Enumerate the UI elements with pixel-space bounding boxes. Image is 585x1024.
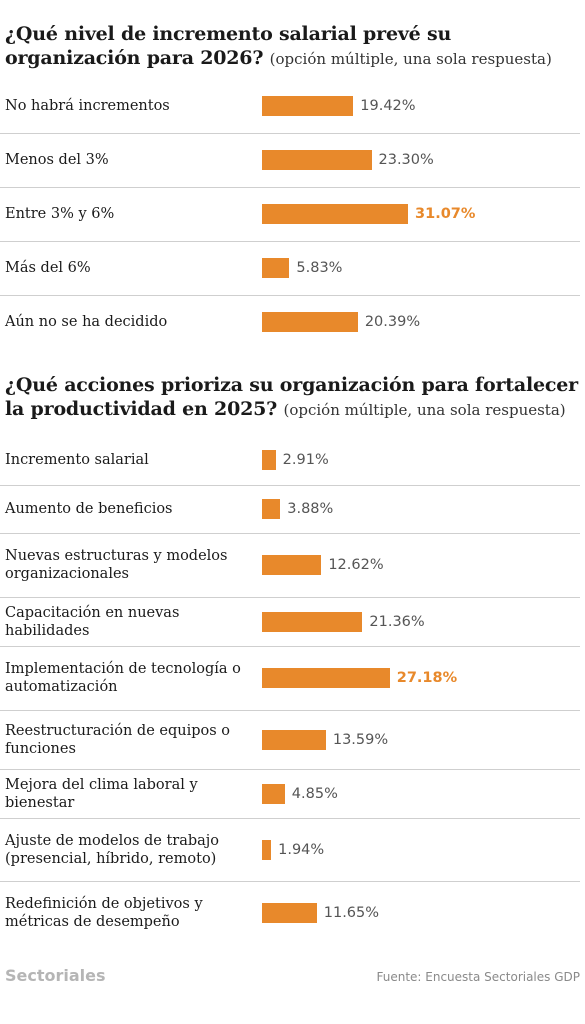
row-divider — [0, 769, 580, 770]
bar-row: Incremento salarial 2.91% — [0, 435, 580, 485]
category-label: Redefinición de objetivos y métricas de … — [5, 896, 203, 930]
value-label: 20.39% — [364, 314, 421, 330]
value-label: 4.85% — [291, 785, 338, 802]
value-label: 13.59% — [332, 731, 389, 748]
bar-row: Implementación de tecnología o automatiz… — [0, 646, 580, 710]
value-label: 12.62% — [328, 557, 384, 573]
bar — [262, 783, 285, 804]
category-label: Mejora del clima laboral y bienestar — [5, 776, 198, 811]
value-label: 3.88% — [287, 501, 334, 517]
row-divider — [0, 881, 580, 882]
row-divider — [0, 187, 580, 188]
value-label: 23.30% — [378, 152, 434, 168]
bar-row: Capacitación en nuevas habilidades 21.36% — [0, 597, 580, 646]
value-label: 27.18% — [396, 670, 458, 686]
value-label: 11.65% — [323, 905, 380, 921]
bar — [262, 450, 276, 470]
bar-row: Entre 3% y 6% 31.07% — [0, 187, 580, 241]
category-label: Capacitación en nuevas habilidades — [5, 604, 180, 639]
bar-row: Mejora del clima laboral y bienestar 4.85… — [0, 769, 580, 818]
bar-row: Ajuste de modelos de trabajo (presencial… — [0, 818, 580, 881]
category-label: Incremento salarial — [5, 452, 149, 468]
value-label: 19.42% — [360, 98, 416, 114]
row-divider — [0, 818, 580, 819]
value-label: 1.94% — [278, 841, 325, 858]
row-divider — [0, 597, 580, 598]
category-label: Nuevas estructuras y modelos organizacio… — [5, 548, 228, 582]
value-label: 2.91% — [282, 452, 329, 468]
category-label: Entre 3% y 6% — [5, 206, 115, 222]
row-divider — [0, 485, 580, 486]
bar-row: Aumento de beneficios 3.88% — [0, 485, 580, 533]
title-text: ¿Qué nivel de incremento salarial prevé … — [5, 23, 452, 69]
category-label: No habrá incrementos — [5, 98, 170, 114]
row-divider — [0, 710, 580, 711]
category-label: Reestructuración de equipos o funciones — [5, 722, 231, 757]
bar — [262, 258, 290, 278]
row-divider — [0, 241, 580, 242]
chart-subtitle: (opción múltiple, una sola respuesta) — [269, 50, 552, 68]
bar — [262, 555, 322, 575]
bar — [262, 96, 354, 116]
bar-row: Redefinición de objetivos y métricas de … — [0, 881, 580, 945]
title-text: ¿Qué acciones prioriza su organización p… — [5, 374, 578, 420]
row-divider — [0, 133, 580, 134]
row-divider — [0, 646, 580, 647]
category-label: Aún no se ha decidido — [5, 314, 168, 330]
category-label: Menos del 3% — [5, 152, 109, 168]
brand-logo: Sectoriales — [5, 966, 106, 985]
bar — [262, 839, 272, 860]
bar — [262, 668, 390, 688]
bar — [262, 499, 281, 519]
bar — [262, 204, 409, 224]
bar-row: Más del 6% 5.83% — [0, 241, 580, 295]
bar-row: Nuevas estructuras y modelos organizacio… — [0, 533, 580, 597]
bar — [262, 611, 363, 632]
category-label: Aumento de beneficios — [5, 501, 173, 517]
value-label: 21.36% — [369, 613, 425, 630]
row-divider — [0, 533, 580, 534]
bar — [262, 312, 358, 332]
source-note: Fuente: Encuesta Sectoriales GDP — [376, 970, 580, 984]
row-divider — [0, 295, 580, 296]
chart-subtitle: (opción múltiple, una sola respuesta) — [283, 401, 566, 419]
bar — [262, 150, 372, 170]
bar — [262, 903, 317, 923]
category-label: Ajuste de modelos de trabajo (presencial… — [5, 832, 220, 867]
chart-title: ¿Qué nivel de incremento salarial prevé … — [5, 22, 585, 71]
bar-row: Menos del 3% 23.30% — [0, 133, 580, 187]
value-label: 31.07% — [415, 206, 476, 222]
category-label: Más del 6% — [5, 260, 91, 276]
value-label: 5.83% — [296, 260, 343, 276]
category-label: Implementación de tecnología o automatiz… — [5, 661, 241, 695]
bar-row: No habrá incrementos 19.42% — [0, 79, 580, 133]
bar-row: Aún no se ha decidido 20.39% — [0, 295, 580, 349]
bar — [262, 729, 326, 750]
chart-title: ¿Qué acciones prioriza su organización p… — [5, 373, 585, 422]
bar-row: Reestructuración de equipos o funciones 1… — [0, 710, 580, 769]
